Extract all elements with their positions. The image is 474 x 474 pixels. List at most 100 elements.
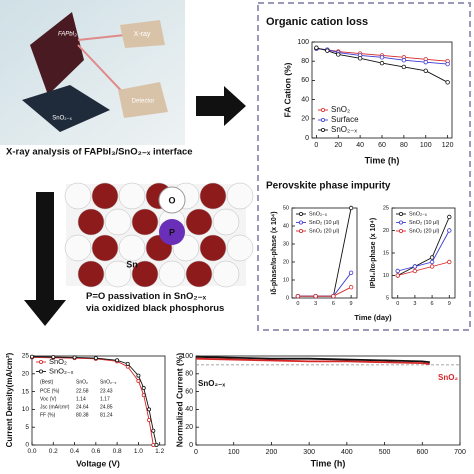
chart-title: Organic cation loss [266,16,368,28]
y-tick-label: 0 [25,442,29,449]
xray-illustration: FAPbI₃ X-ray Detector SnO₂₋ₓ [0,0,185,145]
data-point [147,418,152,423]
legend-label: SnO₂ (20 μl) [409,228,440,234]
beam [77,34,126,41]
data-point [72,355,77,360]
atom [77,260,105,288]
data-point [141,386,146,391]
x-tick-label: 0.8 [113,448,122,455]
y-tick-label: 20 [383,228,389,234]
legend-label: SnO₂₋ₓ [309,211,327,217]
y-axis-label: FA Cation (%) [282,62,292,117]
arrow-down [24,192,66,326]
x-tick-label: 120 [442,142,454,149]
table-cell: 22.58 [76,388,89,394]
legend-label: SnO₂₋ₓ [49,366,74,375]
legend-marker [39,359,44,364]
table-cell: 81.24 [100,412,113,418]
y-tick-label: 40 [283,223,289,229]
caption-line: via oxidized black phosphorus [86,303,224,314]
data-point [401,58,407,63]
legend-marker [298,211,303,216]
data-point [447,228,452,233]
y-tick-label: 15 [383,250,389,256]
data-point [147,407,152,412]
atom [118,182,146,210]
data-point [379,55,385,60]
atom [212,208,240,236]
data-point [51,355,56,360]
y-tick-label: 40 [301,96,309,103]
y-tick-label: 40 [185,406,193,413]
table-header: SnO₂ [76,379,88,385]
data-point [331,294,336,299]
x-tick-label: 500 [379,449,391,456]
x-tick-label: 1.2 [155,448,164,455]
atom [199,182,227,210]
x-tick-label: 6 [332,301,335,307]
data-point [151,428,156,433]
atom-label: O [168,195,175,205]
y-tick-label: 25 [22,353,30,360]
y-tick-label: 60 [301,77,309,84]
legend-label: SnO₂ [49,357,67,366]
data-point [29,354,34,359]
legend-marker [320,127,325,132]
x-axis-label: Voltage (V) [76,458,120,468]
x-tick-label: 6 [431,301,434,307]
legend-marker [398,211,403,216]
legend-label: SnO₂₋ₓ [331,125,357,134]
atom-label: Sn [126,259,138,269]
data-point [395,268,400,274]
y-tick-label: 20 [301,116,309,123]
caption: X-ray analysis of FAPbI₃/SnO₂₋ₓ interfac… [6,147,193,158]
table-cell: FF (%) [40,412,56,418]
plot-frame [195,355,461,446]
y-tick-label: 30 [283,241,289,247]
x-tick-label: 0 [396,301,399,307]
data-point [423,68,428,73]
data-point [348,285,354,290]
y-tick-label: 100 [297,39,309,46]
y-tick-label: 20 [283,259,289,265]
series-line [397,230,450,272]
x-axis-label: Time (h) [365,155,400,165]
atom [91,234,119,262]
legend-label: SnO₂ [331,105,350,114]
x-tick-label: 300 [303,449,315,456]
y-tick-label: 60 [185,388,193,395]
series-line [31,356,154,446]
x-tick-label: 0.2 [49,448,58,455]
detector-label: Detector [132,99,155,105]
x-tick-label: 200 [266,449,278,456]
atom-lattice: O P Sn [64,182,254,288]
plot-frame [31,355,166,446]
x-tick-label: 0.0 [27,448,36,455]
data-point [412,264,418,269]
perovskite-slab [30,12,84,95]
data-point [314,45,319,50]
detector [118,82,168,118]
atom [64,234,92,262]
series-line [297,286,352,297]
data-point [445,61,450,67]
x-tick-label: 3 [314,301,317,307]
data-point [348,270,354,275]
data-point [136,378,141,383]
data-point [379,60,385,66]
x-tick-label: 20 [334,142,342,149]
x-tick-label: 0 [314,142,318,149]
atom [158,260,186,288]
table-cell: Jsc (mA/cm²) [40,404,70,410]
x-tick-label: 9 [350,301,353,307]
slab-label: FAPbI₃ [58,32,77,38]
y-tick-label: 0 [305,135,309,142]
atom [185,208,213,236]
legend-marker [398,220,403,225]
atom-p [159,219,185,245]
atom [91,182,119,210]
table-cell: Voc (V) [40,396,57,402]
data-point [336,52,341,57]
y-tick-label: 10 [383,273,389,279]
legend-marker [398,228,403,233]
